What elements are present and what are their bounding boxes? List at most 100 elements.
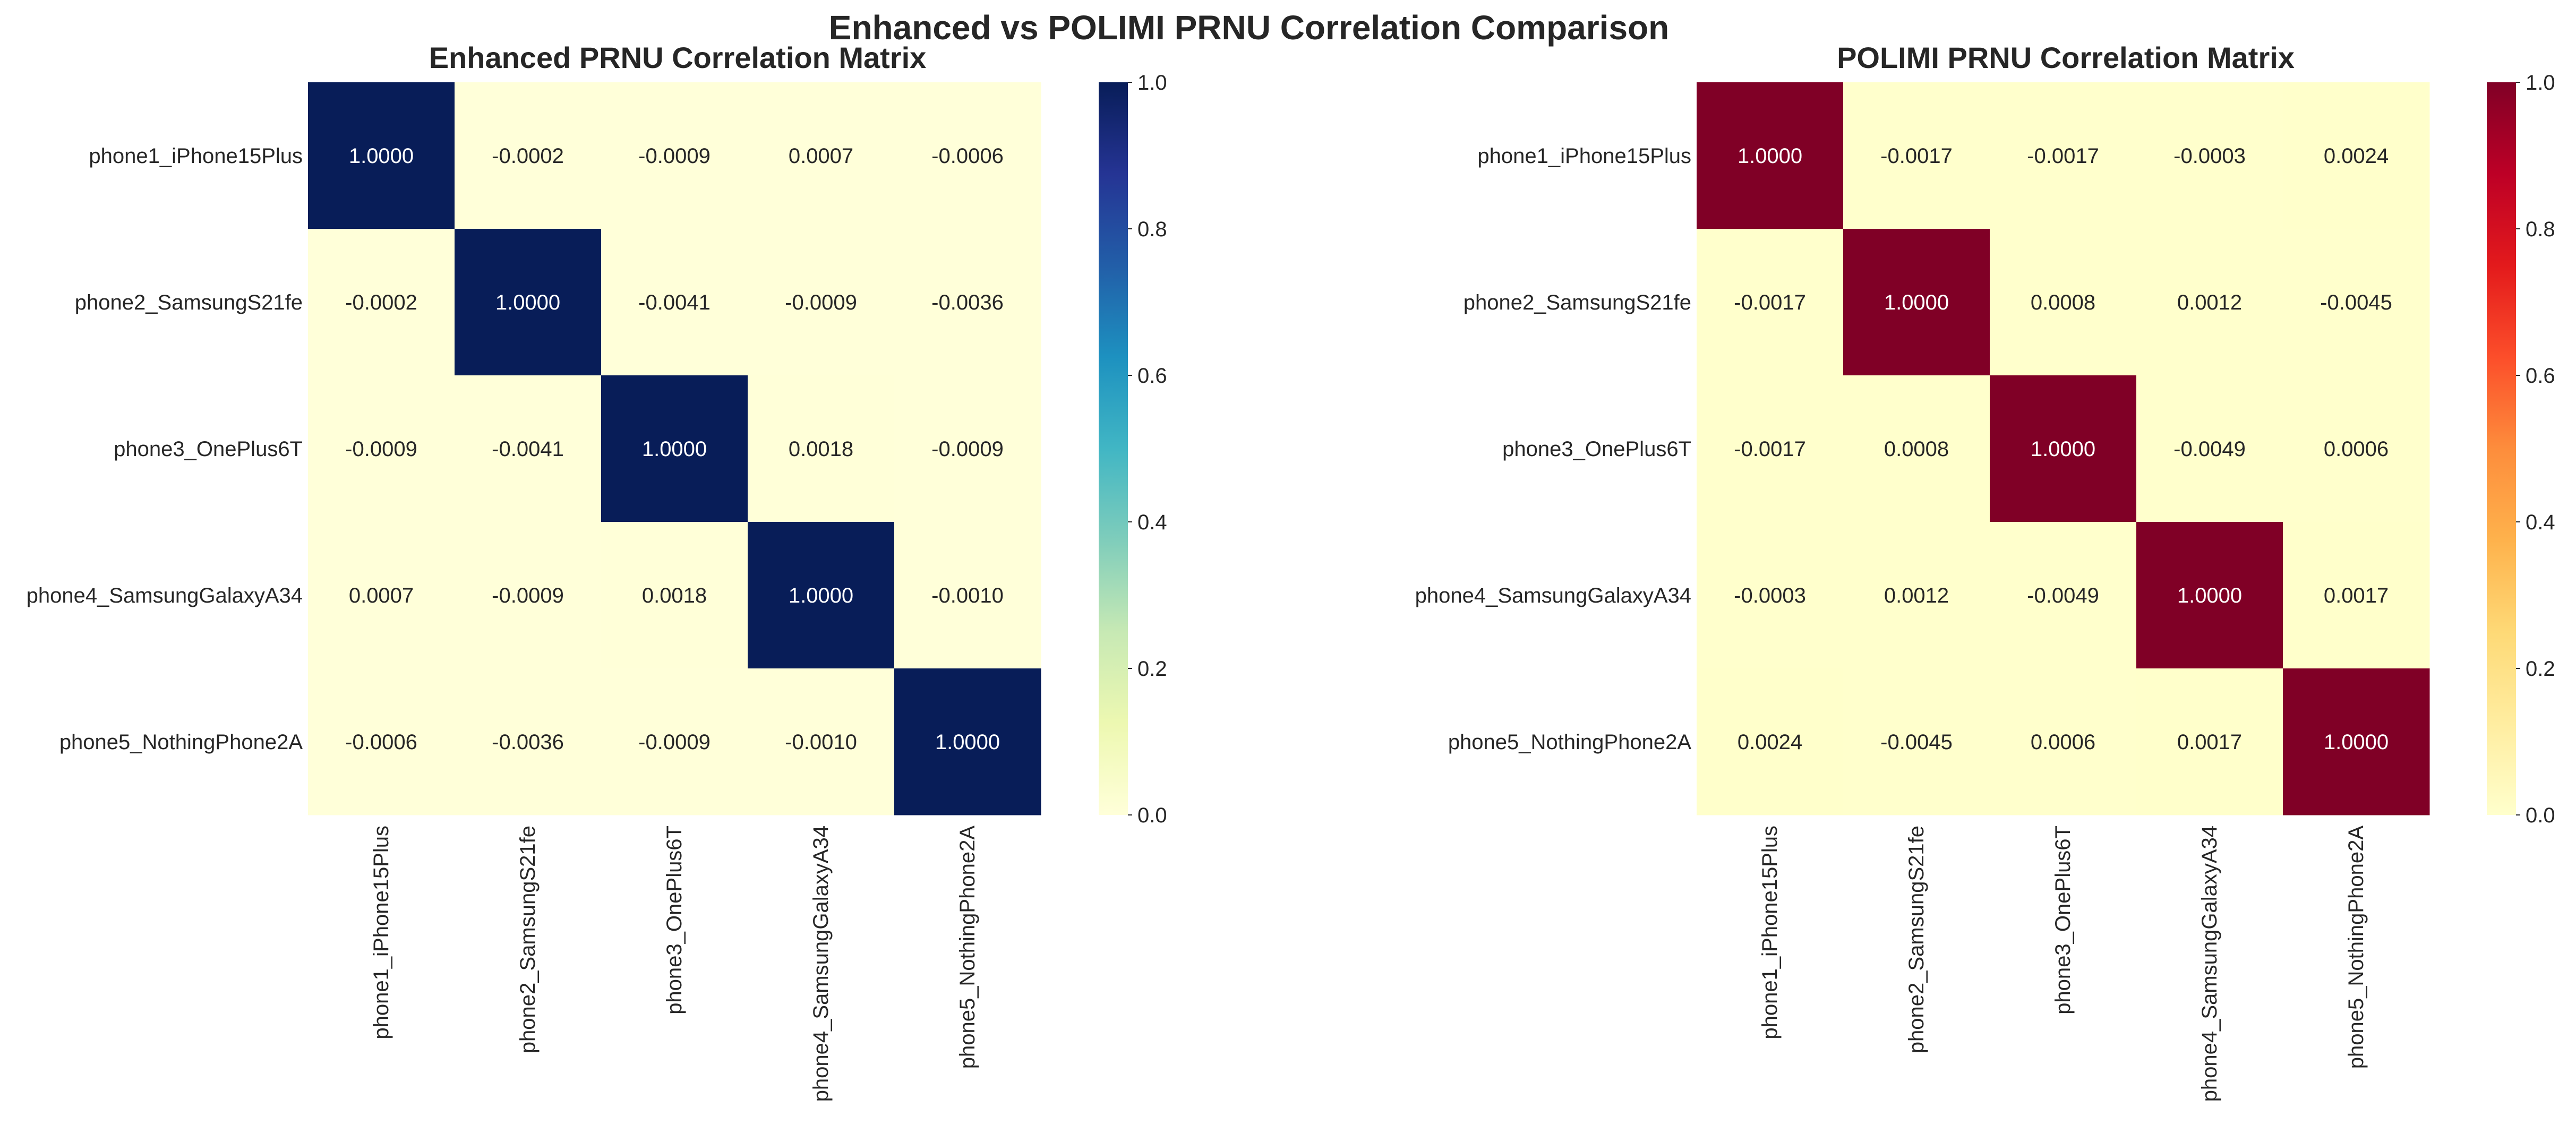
heatmap-cell (2283, 522, 2430, 669)
cell-value-label: 0.0018 (789, 437, 853, 461)
heatmap-cell (748, 375, 895, 522)
heatmap-cell (601, 522, 748, 669)
cell-value-label: 1.0000 (1884, 291, 1949, 314)
cell-value-label: -0.0006 (931, 144, 1004, 168)
colorbar-tick-label: 0.2 (2526, 657, 2555, 681)
row-tick-labels-enhanced: phone1_iPhone15Plus phone2_SamsungS21feph… (27, 144, 303, 754)
cell-value-label: 0.0012 (2177, 291, 2242, 314)
cell-value-label: -0.0009 (931, 437, 1004, 461)
cell-value-label: 0.0024 (1738, 731, 1802, 754)
colorbar-tick-label: 0.8 (1137, 218, 1167, 241)
cell-value-label: 0.0006 (2324, 437, 2389, 461)
cell-value-label: 1.0000 (935, 731, 1000, 754)
heatmap-cell (2136, 375, 2283, 522)
heatmap-cell (308, 82, 455, 229)
column-tick-labels-enhanced: phone1_iPhone15Plus phone2_SamsungS21fe ph… (370, 826, 979, 1102)
heatmap-cell (601, 82, 748, 229)
column-tick-labels-polimi: phone1_iPhone15Plus phone2_SamsungS21fe ph… (1758, 826, 2368, 1102)
cell-value-label: -0.0002 (345, 291, 417, 314)
heatmap-cell (308, 375, 455, 522)
heatmap-cell (1843, 82, 1990, 229)
heatmap-cell (1697, 82, 1844, 229)
heatmap-cell (1843, 229, 1990, 376)
colorbar-ticks-polimi: 0.0 0.2 0.4 0.6 0.8 1.0 (2516, 71, 2555, 827)
cell-value-label: 1.0000 (2031, 437, 2095, 461)
heatmap-cell (894, 229, 1041, 376)
heatmap-cell (1990, 229, 2137, 376)
column-tick-label: phone3_OnePlus6T (663, 826, 686, 1015)
row-tick-label: phone1_iPhone15Plus (89, 144, 303, 168)
cell-value-label: -0.0041 (492, 437, 564, 461)
cell-value-label: 0.0012 (1884, 584, 1949, 607)
cell-value-label: 0.0008 (1884, 437, 1949, 461)
panel-title-enhanced: Enhanced PRNU Correlation Matrix (429, 41, 927, 74)
colorbar-tick-label: 0.8 (2526, 218, 2555, 241)
column-tick-label: phone2_SamsungS21fe (516, 826, 540, 1053)
cell-value-label: -0.0009 (638, 144, 711, 168)
cell-value-label: -0.0017 (1734, 291, 1806, 314)
cell-value-label: 0.0006 (2031, 731, 2095, 754)
cell-value-label: 1.0000 (1738, 144, 1802, 168)
cell-value-label: -0.0003 (1734, 584, 1806, 607)
cell-value-label: -0.0041 (638, 291, 711, 314)
heatmap-cell (308, 229, 455, 376)
colorbar-polimi (2487, 82, 2516, 815)
cell-value-label: -0.0049 (2173, 437, 2246, 461)
column-tick-label: phone5_NothingPhone2A (2344, 826, 2368, 1069)
row-tick-label: phone4_SamsungGalaxyA34 (27, 584, 303, 607)
heatmap-cell (894, 375, 1041, 522)
cell-value-label: -0.0010 (931, 584, 1004, 607)
cell-value-label: 1.0000 (349, 144, 414, 168)
cell-value-label: -0.0045 (2320, 291, 2392, 314)
heatmap-cell (748, 668, 895, 815)
colorbar-tick-label: 0.4 (2526, 511, 2555, 534)
colorbar-tick-label: 0.0 (1137, 804, 1167, 827)
cell-value-label: -0.0009 (492, 584, 564, 607)
heatmap-cell (455, 522, 602, 669)
column-tick-label: phone4_SamsungGalaxyA34 (2198, 826, 2221, 1102)
cell-value-label: 1.0000 (789, 584, 853, 607)
heatmap-cell (455, 229, 602, 376)
cell-value-label: 0.0017 (2177, 731, 2242, 754)
heatmap-cell (1843, 668, 1990, 815)
heatmap-cell (894, 82, 1041, 229)
heatmap-cell (1697, 375, 1844, 522)
heatmap-cell (2283, 229, 2430, 376)
cell-value-label: 1.0000 (2324, 731, 2389, 754)
colorbar-tick-label: 0.2 (1137, 657, 1167, 681)
cell-value-label: 1.0000 (642, 437, 707, 461)
heatmap-cells-polimi: 1.0000 -0.0017 -0.0017 -0.0003 0.0024 -0.0017… (1697, 82, 2430, 815)
cell-value-label: -0.0049 (2027, 584, 2099, 607)
heatmap-cell (601, 375, 748, 522)
cell-value-label: 0.0008 (2031, 291, 2095, 314)
row-tick-label: phone3_OnePlus6T (1502, 437, 1691, 461)
heatmap-cell (2136, 229, 2283, 376)
heatmap-cell (308, 522, 455, 669)
heatmap-cell (2136, 82, 2283, 229)
cell-value-label: -0.0009 (785, 291, 857, 314)
colorbar-tick-label: 0.6 (2526, 364, 2555, 388)
cell-value-label: -0.0009 (345, 437, 417, 461)
column-tick-label: phone3_OnePlus6T (2051, 826, 2075, 1015)
heatmap-cell (1843, 375, 1990, 522)
column-tick-label: phone5_NothingPhone2A (956, 826, 979, 1069)
heatmap-cell (748, 82, 895, 229)
cell-value-label: 1.0000 (2177, 584, 2242, 607)
heatmap-cell (2136, 668, 2283, 815)
figure-title: Enhanced vs POLIMI PRNU Correlation Comp… (829, 8, 1669, 47)
cell-value-label: -0.0009 (638, 731, 711, 754)
heatmap-cell (1990, 375, 2137, 522)
heatmap-cell (2136, 522, 2283, 669)
cell-value-label: -0.0006 (345, 731, 417, 754)
heatmap-cell (1697, 522, 1844, 669)
heatmap-cell (455, 82, 602, 229)
colorbar-tick-label: 0.0 (2526, 804, 2555, 827)
colorbar-tick-label: 0.4 (1137, 511, 1167, 534)
heatmap-cells-enhanced: 1.0000 -0.0002 -0.0009 0.0007 -0.0006 -0.0002… (308, 82, 1041, 815)
heatmap-cell (748, 229, 895, 376)
heatmap-cell (1990, 522, 2137, 669)
heatmap-cell (601, 668, 748, 815)
cell-value-label: -0.0045 (1880, 731, 1953, 754)
cell-value-label: -0.0017 (1734, 437, 1806, 461)
